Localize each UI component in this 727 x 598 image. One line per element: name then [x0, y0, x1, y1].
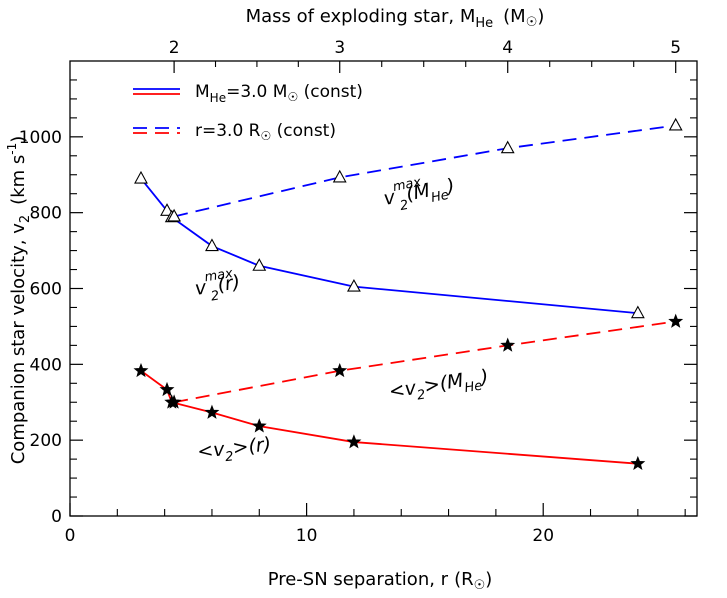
star-marker [159, 381, 175, 397]
tick-labels: 0 10 20 2 3 4 5 0 200 400 600 800 1000 [19, 38, 681, 546]
triangle-marker [160, 203, 174, 216]
triangle-marker [500, 140, 515, 154]
y-tick-label: 1000 [19, 128, 62, 148]
axis-ticks [69, 61, 697, 517]
x-tick-label: 10 [296, 526, 318, 546]
x-tick-label: 20 [532, 526, 554, 546]
curve-annotation: <v2>(MHe) [387, 366, 490, 408]
star-marker [346, 434, 362, 449]
annotations: vmax2(MHe) vmax2(r) <v2>(MHe) <v2>(r) [192, 169, 490, 468]
triangle-marker [252, 258, 267, 271]
triangle-marker [167, 208, 182, 222]
y-tick-label: 400 [30, 355, 62, 375]
sun-symbol-icon: ☉ [287, 90, 298, 104]
triangle-marker [346, 278, 361, 292]
curve-annotation: <v2>(r) [196, 433, 272, 468]
data-series [133, 117, 684, 471]
series-line-dashed-red [173, 320, 676, 404]
star-marker [251, 418, 267, 433]
x-axis-title: Pre-SN separation, r (R☉) [268, 569, 493, 593]
y-tick-label: 800 [30, 204, 62, 224]
star-marker [166, 394, 182, 409]
series-line-dashed-blue [173, 124, 676, 218]
top-tick-label: 2 [169, 38, 180, 58]
curve-annotation: vmax2(r) [192, 265, 242, 307]
star-marker [500, 337, 516, 352]
top-axis-title: Mass of exploding star, MHe (M☉) [246, 6, 545, 31]
triangle-marker [668, 117, 683, 131]
legend-label: r=3.0 R☉ (const) [195, 121, 336, 143]
triangle-marker [332, 169, 347, 183]
star-marker [332, 362, 348, 378]
sun-symbol-icon: ☉ [474, 578, 486, 593]
star-marker [668, 313, 684, 328]
x-tick-label: 0 [65, 526, 76, 546]
sun-symbol-icon: ☉ [526, 15, 538, 30]
star-marker [133, 362, 149, 378]
y-tick-label: 200 [30, 431, 62, 451]
top-tick-label: 5 [670, 38, 681, 58]
curve-annotation: vmax2(MHe) [381, 169, 458, 217]
triangle-marker [134, 170, 148, 184]
triangle-marker [630, 305, 645, 319]
sun-symbol-icon: ☉ [261, 129, 272, 143]
star-marker [204, 404, 220, 419]
top-tick-label: 3 [334, 38, 345, 58]
legend-label: MHe=3.0 M☉ (const) [195, 82, 363, 105]
star-marker [630, 455, 646, 471]
top-tick-label: 4 [502, 38, 513, 58]
triangle-marker [205, 238, 219, 252]
y-axis-title: Companion star velocity, v2(km s-1) [5, 136, 33, 465]
y-tick-label: 0 [51, 507, 62, 527]
y-tick-label: 600 [30, 280, 62, 300]
legend: MHe=3.0 M☉ (const) r=3.0 R☉ (const) [133, 82, 363, 143]
